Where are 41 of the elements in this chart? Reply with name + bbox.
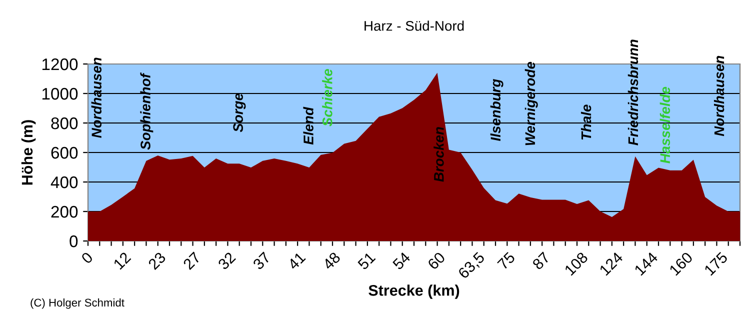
x-tick-label: 0	[80, 251, 94, 264]
x-tick-label: 160	[668, 251, 694, 276]
annotation: Wernigerode	[524, 62, 538, 146]
annotation: Friedrichsbrunn	[628, 40, 638, 146]
annotation: Thale	[580, 104, 592, 140]
x-tick-label: 23	[148, 251, 166, 270]
y-tick-label: 800	[51, 117, 78, 130]
y-tick-label: 1200	[42, 58, 78, 70]
x-tick-label: 60	[427, 251, 446, 270]
annotation: Ilsenburg	[490, 79, 504, 142]
x-tick-label: 37	[252, 252, 272, 270]
annotation: Brocken	[434, 127, 444, 182]
y-tick-label: 400	[50, 176, 78, 188]
x-tick-label: 175	[704, 252, 728, 276]
x-tick-label: 32	[217, 252, 236, 270]
chart-title: Harz - Süd-Nord	[364, 20, 464, 31]
x-axis-title: Strecke (km)	[368, 284, 460, 299]
x-tick-label: 87	[532, 252, 550, 270]
annotation: Hasselfelde	[660, 86, 670, 164]
x-tick-label: 108	[564, 251, 588, 276]
y-tick-label: 200	[51, 206, 78, 218]
y-axis-title: Höhe (m)	[21, 120, 36, 185]
annotation: Sorge	[233, 93, 246, 132]
y-tick-label: 1000	[42, 88, 78, 100]
x-tick-label: 27	[182, 252, 202, 270]
y-tick-label: 0	[70, 235, 78, 248]
annotation: Schierke	[322, 69, 332, 126]
y-tick-label: 600	[51, 146, 78, 159]
x-tick-label: 41	[287, 252, 306, 270]
x-tick-label: 144	[634, 251, 658, 276]
text: (C) Holger Schmidt	[30, 298, 124, 309]
x-tick-label: 51	[357, 252, 376, 270]
x-tick-label: 48	[322, 251, 341, 270]
x-tick-label: 124	[598, 251, 624, 276]
x-tick-label: 54	[392, 251, 411, 270]
x-tick-label: 75	[497, 252, 516, 270]
annotation: Nordhausen	[91, 58, 102, 138]
annotation: Elend	[303, 106, 314, 145]
annotation: Nordhausen	[714, 56, 724, 136]
annotation: Sophienhof	[140, 72, 154, 150]
x-tick-label: 12	[112, 252, 132, 270]
